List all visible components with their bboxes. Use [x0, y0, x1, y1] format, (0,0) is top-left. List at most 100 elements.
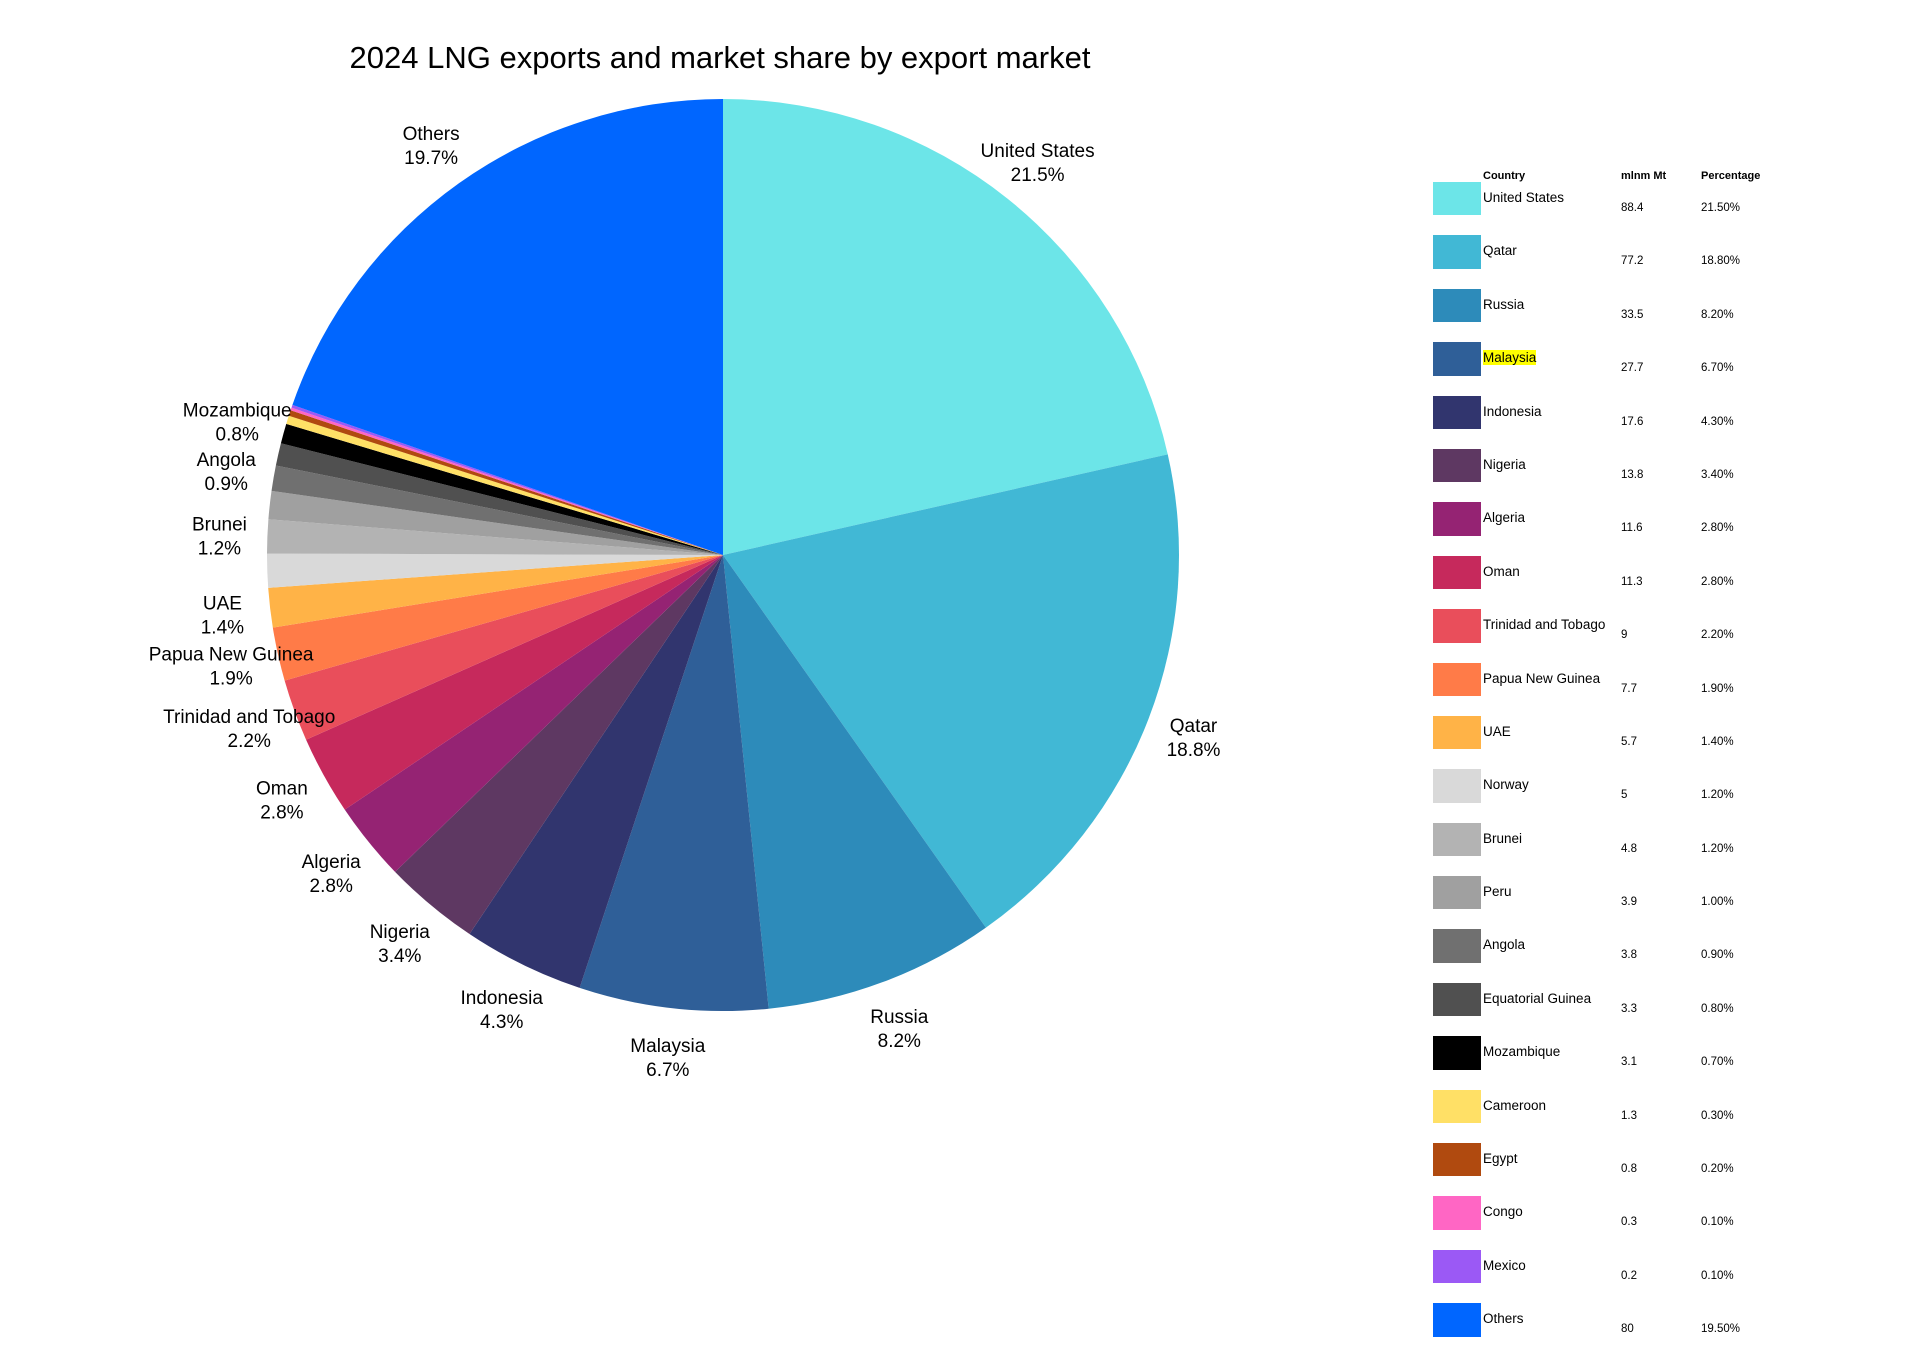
legend-country-label: Oman	[1483, 563, 1520, 579]
legend-swatch	[1433, 662, 1481, 716]
legend-country-label: Qatar	[1483, 243, 1517, 259]
legend-value: 7.7	[1621, 682, 1637, 695]
legend-value: 80	[1621, 1323, 1634, 1336]
legend-percentage: 1.40%	[1701, 735, 1734, 748]
legend-country-label: Mozambique	[1483, 1044, 1561, 1060]
legend-swatch	[1433, 1196, 1481, 1249]
pie-slice-qatar	[723, 454, 1180, 928]
slice-label-name: Qatar	[1170, 716, 1218, 737]
legend-value: 3.9	[1621, 896, 1637, 909]
legend-swatch-color	[1433, 555, 1481, 590]
legend-swatch-color	[1433, 448, 1481, 483]
legend-percentage: 4.30%	[1701, 415, 1734, 428]
legend-value: 33.5	[1621, 308, 1644, 321]
slice-label-name: United States	[981, 141, 1095, 162]
legend-row: Qatar 77.2 18.80%	[1433, 235, 1781, 288]
legend-country-label: Algeria	[1483, 510, 1526, 526]
legend-country: Malaysia	[1481, 342, 1621, 395]
pie-slice-angola	[271, 465, 723, 555]
legend-percentage: 0.90%	[1701, 949, 1734, 962]
legend-swatch	[1433, 1303, 1481, 1356]
slice-label-percent: 18.8%	[1167, 740, 1221, 761]
legend-swatch	[1433, 288, 1481, 342]
legend-country: Angola	[1481, 929, 1621, 982]
legend-swatch	[1433, 1249, 1481, 1303]
slice-label-percent: 3.4%	[378, 946, 421, 967]
legend-row: Norway 5 1.20%	[1433, 769, 1781, 822]
legend-row: Algeria 11.6 2.80%	[1433, 502, 1781, 555]
legend-country-label: Papua New Guinea	[1483, 670, 1601, 686]
pie-slice-norway	[266, 553, 723, 588]
legend-row: United States 88.4 21.50%	[1433, 182, 1781, 235]
slice-label-percent: 2.8%	[310, 876, 353, 897]
legend-swatch	[1433, 235, 1481, 288]
legend-country: Others	[1481, 1303, 1621, 1356]
legend-percentage: 8.20%	[1701, 308, 1734, 321]
legend-header-swatch	[1433, 168, 1481, 182]
legend-country: Papua New Guinea	[1481, 663, 1621, 716]
slice-label-percent: 1.4%	[201, 617, 244, 638]
legend-swatch	[1433, 822, 1481, 876]
legend-header-row: Country mlnm Mt Percentage	[1433, 168, 1781, 182]
legend-swatch-color	[1433, 395, 1481, 429]
pie-slice-algeria	[344, 555, 723, 872]
legend-percentage: 0.10%	[1701, 1269, 1734, 1282]
legend-country: Indonesia	[1481, 396, 1621, 449]
slice-label-percent: 1.9%	[209, 669, 252, 690]
legend-row: Trinidad and Tobago 9 2.20%	[1433, 609, 1781, 662]
slice-label-percent: 0.8%	[216, 425, 259, 446]
legend-row: Angola 3.8 0.90%	[1433, 929, 1781, 982]
pie-slices	[266, 99, 1180, 1012]
legend-row: Peru 3.9 1.00%	[1433, 876, 1781, 929]
legend-swatch	[1433, 929, 1481, 982]
pie-slice-mexico	[291, 404, 723, 555]
legend-value: 77.2	[1621, 255, 1644, 268]
legend-body: United States 88.4 21.50% Qatar 77.2 18.80% Ru…	[1433, 182, 1781, 1357]
legend-value: 0.2	[1621, 1269, 1637, 1282]
legend-value: 1.3	[1621, 1109, 1637, 1122]
legend-value: 13.8	[1621, 468, 1644, 481]
legend-swatch	[1433, 982, 1481, 1036]
legend-country: Mexico	[1481, 1250, 1621, 1303]
legend-country: Congo	[1481, 1196, 1621, 1249]
legend-row: Congo 0.3 0.10%	[1433, 1196, 1781, 1249]
pie-slice-uae	[268, 555, 723, 628]
legend-value: 3.1	[1621, 1056, 1637, 1069]
legend-swatch-color	[1433, 235, 1481, 269]
legend-swatch-color	[1433, 1249, 1481, 1284]
pie-slice-malaysia	[579, 555, 769, 1012]
legend-row: Egypt 0.8 0.20%	[1433, 1143, 1781, 1196]
pie-slice-oman	[306, 555, 723, 810]
legend-country-label: Trinidad and Tobago	[1483, 617, 1606, 633]
legend-percentage: 18.80%	[1701, 255, 1741, 268]
legend-row: Russia 33.5 8.20%	[1433, 288, 1781, 342]
legend-country: Norway	[1481, 769, 1621, 822]
slice-label-percent: 21.5%	[1011, 165, 1065, 186]
legend-swatch-color	[1433, 1303, 1481, 1337]
slice-label-percent: 2.2%	[228, 731, 271, 752]
legend-percentage: 0.70%	[1701, 1056, 1734, 1069]
legend-header-value: mlnm Mt	[1621, 170, 1667, 182]
legend-swatch	[1433, 182, 1481, 235]
pie-slice-egypt	[288, 410, 723, 555]
legend-header-country: Country	[1483, 170, 1526, 182]
pie-slice-congo	[290, 407, 723, 555]
pie-slice-mozambique	[280, 423, 723, 555]
legend-country-label: Others	[1483, 1311, 1524, 1327]
legend-swatch	[1433, 555, 1481, 609]
legend-country: Nigeria	[1481, 449, 1621, 502]
pie-slice-others	[292, 99, 723, 555]
slice-label-name: UAE	[203, 593, 242, 614]
legend-swatch-color	[1433, 288, 1481, 323]
slice-label-name: Malaysia	[630, 1036, 705, 1057]
legend-country-label: Angola	[1483, 937, 1526, 953]
legend-swatch-color	[1433, 609, 1481, 643]
legend-swatch-color	[1433, 1089, 1481, 1124]
legend-country-label: UAE	[1483, 723, 1511, 739]
pie-slice-indonesia	[469, 555, 723, 988]
legend-country-label: Russia	[1483, 296, 1525, 312]
legend-swatch-color	[1433, 982, 1481, 1017]
slice-label-name: Indonesia	[460, 988, 543, 1009]
slice-label-name: Russia	[870, 1007, 929, 1028]
slice-label-name: Angola	[197, 450, 257, 471]
